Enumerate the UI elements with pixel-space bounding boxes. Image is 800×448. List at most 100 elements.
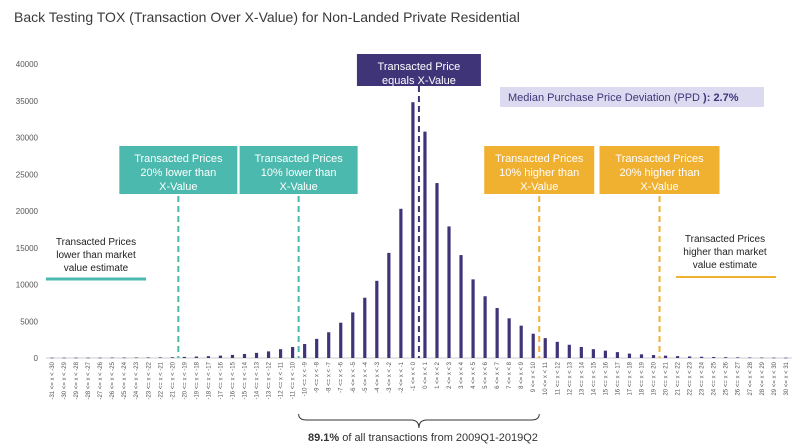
x-tick-label: 3 <= x < 4 bbox=[459, 361, 465, 389]
bar bbox=[98, 357, 102, 359]
y-tick-label: 5000 bbox=[20, 317, 38, 326]
y-tick-label: 25000 bbox=[16, 170, 39, 179]
coverage-value: 89.1% bbox=[308, 432, 339, 444]
x-tick-label: -18 <= x < -17 bbox=[206, 361, 212, 399]
y-tick-label: 40000 bbox=[16, 60, 39, 69]
x-tick-label: -4 <= x < -3 bbox=[375, 361, 381, 393]
lower-10pct-box bbox=[239, 146, 358, 194]
bar bbox=[663, 355, 668, 358]
x-tick-label: -19 <= x < -18 bbox=[194, 361, 200, 399]
x-tick-label: 2 <= x < 3 bbox=[447, 361, 453, 389]
bar bbox=[399, 208, 403, 358]
bar bbox=[134, 357, 138, 359]
x-tick-label: 24 <= x < 25 bbox=[712, 361, 718, 395]
x-tick-label: -2 <= x < -1 bbox=[399, 361, 405, 393]
bar bbox=[194, 356, 198, 358]
y-tick-label: 20000 bbox=[16, 207, 39, 216]
x-tick-label: 18 <= x < 19 bbox=[639, 361, 645, 395]
y-tick-label: 0 bbox=[34, 354, 39, 363]
y-tick-label: 10000 bbox=[16, 281, 39, 290]
bar bbox=[555, 341, 559, 358]
higher-10pct-text: 10% higher than bbox=[499, 167, 579, 179]
x-tick-label: 15 <= x < 16 bbox=[603, 361, 609, 395]
x-tick-label: -16 <= x < -15 bbox=[230, 361, 236, 399]
x-tick-label: 11 <= x < 12 bbox=[555, 361, 561, 395]
bar bbox=[651, 355, 656, 358]
x-tick-label: -30 <= x < -29 bbox=[62, 361, 68, 399]
y-tick-label: 35000 bbox=[16, 97, 39, 106]
lower-20pct-text: X-Value bbox=[159, 181, 197, 193]
x-tick-label: -14 <= x < -13 bbox=[255, 361, 261, 399]
ppd-label: Median Purchase Price Deviation (PPD ): … bbox=[508, 92, 739, 104]
bar bbox=[700, 356, 704, 358]
bar bbox=[639, 354, 644, 358]
bar bbox=[387, 252, 391, 358]
x-tick-label: 5 <= x < 6 bbox=[483, 361, 489, 389]
ppd-label-suffix: ): bbox=[700, 92, 713, 104]
bar bbox=[363, 297, 367, 358]
bar bbox=[327, 332, 331, 358]
bar bbox=[772, 357, 776, 359]
x-tick-label: 13 <= x < 14 bbox=[579, 361, 585, 395]
lower-10pct-text: 10% lower than bbox=[261, 167, 337, 179]
bar bbox=[495, 308, 499, 358]
bar bbox=[688, 356, 692, 358]
higher-20pct-text: Transacted Prices bbox=[615, 153, 704, 165]
x-tick-label: -3 <= x < -2 bbox=[387, 361, 393, 393]
bar bbox=[483, 296, 487, 358]
center-text: Transacted Price bbox=[378, 61, 461, 73]
bar bbox=[507, 318, 511, 358]
bar bbox=[218, 355, 223, 358]
x-tick-label: 17 <= x < 18 bbox=[627, 361, 633, 395]
x-tick-label: 21 <= x < 22 bbox=[676, 361, 682, 395]
x-tick-label: -28 <= x < -27 bbox=[86, 361, 92, 399]
bar bbox=[591, 349, 595, 358]
x-tick-label: 29 <= x < 30 bbox=[772, 361, 778, 395]
x-tick-label: -29 <= x < -28 bbox=[74, 361, 80, 399]
x-tick-label: 7 <= x < 8 bbox=[507, 361, 513, 389]
above-estimate-text: Transacted Prices bbox=[685, 234, 765, 245]
below-estimate-text: Transacted Prices bbox=[56, 237, 136, 248]
x-tick-label: 20 <= x < 21 bbox=[664, 361, 670, 395]
x-tick-label: -1 <= x < 0 bbox=[411, 361, 417, 391]
higher-10pct-box bbox=[484, 146, 595, 194]
bar bbox=[519, 325, 523, 358]
x-tick-label: -6 <= x < -5 bbox=[351, 361, 357, 393]
bar bbox=[182, 356, 186, 358]
x-tick-label: 19 <= x < 20 bbox=[652, 361, 658, 395]
x-tick-label: -10 <= x < -9 bbox=[303, 361, 309, 396]
x-tick-label: -24 <= x < -23 bbox=[134, 361, 140, 399]
x-tick-label: 1 <= x < 2 bbox=[435, 361, 441, 389]
coverage-text: of all transactions from 2009Q1-2019Q2 bbox=[339, 432, 538, 444]
x-tick-label: -26 <= x < -25 bbox=[110, 361, 116, 399]
x-tick-label: -23 <= x < -22 bbox=[146, 361, 152, 399]
bar bbox=[375, 280, 379, 358]
x-tick-label: 22 <= x < 23 bbox=[688, 361, 694, 395]
y-tick-label: 30000 bbox=[16, 134, 39, 143]
above-estimate-text: higher than market bbox=[683, 247, 767, 258]
higher-20pct-box bbox=[599, 146, 720, 194]
bar bbox=[784, 357, 788, 359]
bar bbox=[62, 357, 66, 359]
bar bbox=[603, 350, 607, 358]
x-tick-label: -12 <= x < -11 bbox=[279, 361, 285, 399]
bar bbox=[531, 333, 535, 358]
bar bbox=[712, 356, 716, 358]
bar bbox=[675, 356, 680, 358]
bar bbox=[74, 357, 78, 359]
lower-10pct-text: Transacted Prices bbox=[255, 153, 344, 165]
bar bbox=[110, 357, 114, 359]
lower-20pct-text: Transacted Prices bbox=[134, 153, 223, 165]
above-estimate-text: value estimate bbox=[693, 260, 758, 271]
center-box bbox=[356, 54, 481, 86]
bar bbox=[254, 352, 259, 358]
bar bbox=[471, 279, 475, 358]
chart-title: Back Testing TOX (Transaction Over X-Val… bbox=[14, 9, 520, 25]
bar bbox=[543, 338, 547, 358]
bar bbox=[303, 344, 307, 358]
x-tick-label: 0 <= x < 1 bbox=[423, 361, 429, 389]
x-tick-label: 30 <= x < 31 bbox=[784, 361, 790, 395]
x-tick-label: -22 <= x < -21 bbox=[158, 361, 164, 399]
